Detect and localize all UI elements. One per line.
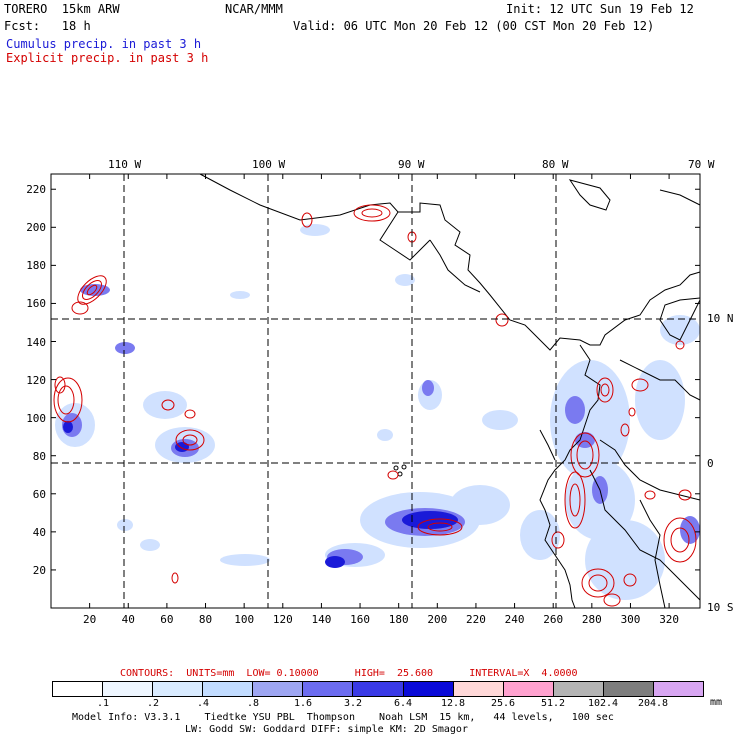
y-tick-label: 60	[32, 487, 47, 501]
y-tick-label: 220	[26, 183, 47, 197]
model-info-line2: LW: Godd SW: Goddard DIFF: simple KM: 2D…	[185, 724, 468, 735]
light-precip-areas	[55, 224, 700, 600]
color-bar-cell	[403, 682, 454, 696]
color-bar-cell	[553, 682, 604, 696]
color-bar-cell	[253, 682, 304, 696]
y-tick-label: 200	[26, 221, 47, 235]
lon-label-100w: 100 W	[252, 158, 286, 171]
color-bar-label: 6.4	[393, 698, 413, 709]
model-title: TORERO 15km ARW	[4, 2, 120, 16]
color-bar-cell	[453, 682, 504, 696]
color-bar-cell	[653, 682, 704, 696]
color-bar-cell	[153, 682, 204, 696]
contour-info: CONTOURS: UNITS=mm LOW= 0.10000 HIGH= 25…	[120, 668, 578, 679]
valid-time: Valid: 06 UTC Mon 20 Feb 12 (00 CST Mon …	[293, 19, 655, 33]
lon-label-80w: 80 W	[542, 158, 569, 171]
y-tick-label: 180	[26, 259, 47, 273]
x-tick-label: 60	[160, 613, 174, 626]
cumulus-legend: Cumulus precip. in past 3 h	[6, 37, 202, 51]
color-bar-label: 25.6	[490, 698, 516, 709]
lon-label-110w: 110 W	[108, 158, 142, 171]
color-bar-cell	[103, 682, 154, 696]
color-bar-unit: mm	[710, 697, 723, 708]
color-bar-label: .8	[246, 698, 260, 709]
x-tick-label: 160	[350, 613, 371, 626]
x-tick-label: 280	[581, 613, 602, 626]
org-label: NCAR/MMM	[225, 2, 283, 16]
color-bar-cell	[603, 682, 654, 696]
x-tick-label: 80	[198, 613, 213, 626]
y-tick-label: 140	[26, 335, 47, 349]
color-bar-label: 12.8	[440, 698, 466, 709]
x-tick-label: 260	[543, 613, 564, 626]
lat-label-10n: 10 N	[707, 312, 734, 325]
y-tick-label: 80	[32, 449, 47, 463]
explicit-legend: Explicit precip. in past 3 h	[6, 51, 209, 65]
x-tick-label: 320	[659, 613, 680, 626]
model-info-line1: Model Info: V3.3.1 Tiedtke YSU PBL Thomp…	[72, 712, 614, 723]
init-time: Init: 12 UTC Sun 19 Feb 12	[506, 2, 694, 16]
x-tick-label: 180	[388, 613, 409, 626]
color-bar-label: .4	[196, 698, 210, 709]
x-tick-label: 240	[504, 613, 525, 626]
x-tick-label: 300	[620, 613, 641, 626]
explicit-precip-contours	[53, 204, 697, 607]
color-bar-cell	[353, 682, 404, 696]
color-bar-label: 102.4	[587, 698, 619, 709]
y-tick-label: 160	[26, 297, 47, 311]
color-bar-label: .1	[96, 698, 110, 709]
color-bar-label: 3.2	[343, 698, 363, 709]
x-tick-label: 40	[121, 613, 135, 626]
x-tick-label: 140	[311, 613, 332, 626]
lat-lon-grid	[51, 174, 700, 608]
coastlines	[199, 173, 701, 609]
color-bar-label: .2	[146, 698, 160, 709]
lon-label-90w: 90 W	[398, 158, 425, 171]
lat-label-10s: 10 S	[707, 601, 734, 614]
color-bar	[52, 681, 704, 697]
forecast-hour: Fcst: 18 h	[4, 19, 91, 33]
color-bar-cell	[53, 682, 104, 696]
lon-label-70w: 70 W	[688, 158, 715, 171]
y-tick-label: 100	[26, 411, 47, 425]
x-tick-label: 200	[427, 613, 448, 626]
color-bar-cell	[503, 682, 554, 696]
color-bar-cell	[303, 682, 354, 696]
color-bar-cell	[203, 682, 254, 696]
x-tick-label: 120	[272, 613, 293, 626]
x-tick-label: 220	[466, 613, 486, 626]
color-bar-label: 51.2	[540, 698, 566, 709]
lat-label-0: 0	[707, 457, 714, 470]
x-tick-label: 20	[83, 613, 97, 626]
color-bar-label: 1.6	[293, 698, 313, 709]
y-tick-label: 120	[26, 373, 47, 387]
y-tick-label: 40	[32, 525, 47, 539]
y-tick-label: 20	[32, 563, 47, 577]
axis-ticks	[51, 174, 700, 608]
color-bar-label: 204.8	[637, 698, 669, 709]
x-tick-label: 100	[234, 613, 255, 626]
